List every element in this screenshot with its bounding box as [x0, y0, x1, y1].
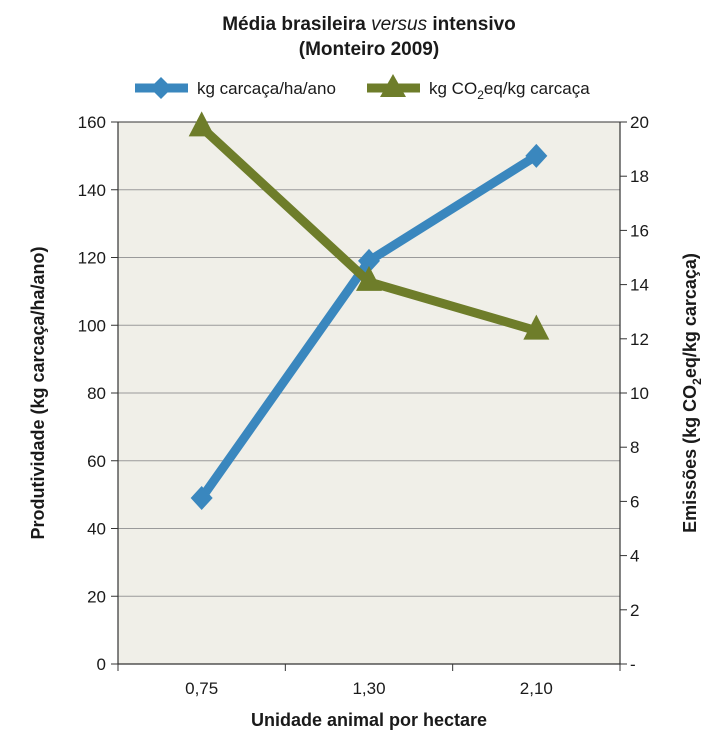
right-tick-label: 10	[630, 384, 649, 403]
right-tick-label: -	[630, 655, 636, 674]
chart-subtitle: (Monteiro 2009)	[299, 39, 439, 60]
data-point-emissions	[188, 111, 215, 137]
legend-label-emissions: kg CO2eq/kg carcaça	[429, 79, 590, 102]
right-tick-label: 6	[630, 492, 639, 511]
legend: kg carcaça/ha/ano kg CO2eq/kg carcaça	[135, 74, 590, 102]
data-point-emissions	[356, 265, 382, 291]
left-tick-label: 120	[78, 249, 106, 268]
x-tick-label: 1,30	[352, 679, 385, 698]
right-tick-label: 16	[630, 221, 649, 240]
legend-label-productivity: kg carcaça/ha/ano	[197, 79, 336, 98]
chart-title: Média brasileira versus intensivo	[222, 14, 516, 35]
left-axis: 0 20 40 60 80 100 120 140 160	[78, 113, 118, 674]
right-axis: - 2 4 6 8 10 12 14 16 18 20	[620, 113, 649, 674]
right-tick-label: 14	[630, 276, 649, 295]
right-axis-title: Emissões (kg CO2eq/kg carcaça)	[680, 253, 704, 533]
data-point-productivity	[358, 248, 380, 273]
left-tick-label: 140	[78, 181, 106, 200]
x-axis: 0,75 1,30 2,10	[117, 664, 621, 698]
legend-marker-productivity	[150, 77, 172, 99]
right-tick-label: 2	[630, 601, 639, 620]
legend-marker-emissions	[380, 74, 406, 97]
right-tick-label: 18	[630, 167, 649, 186]
left-tick-label: 0	[97, 655, 106, 674]
left-tick-label: 160	[78, 113, 106, 132]
data-point-productivity	[190, 486, 213, 511]
left-tick-label: 20	[87, 587, 106, 606]
right-tick-label: 4	[630, 547, 639, 566]
right-tick-label: 20	[630, 113, 649, 132]
data-point-emissions	[523, 314, 550, 340]
left-tick-label: 80	[87, 384, 106, 403]
left-tick-label: 40	[87, 520, 106, 539]
x-tick-label: 2,10	[520, 679, 553, 698]
x-tick-label: 0,75	[185, 679, 218, 698]
left-tick-label: 60	[87, 452, 106, 471]
left-tick-label: 100	[78, 316, 106, 335]
data-point-productivity	[525, 143, 548, 168]
right-tick-label: 8	[630, 438, 639, 457]
right-tick-label: 12	[630, 330, 649, 349]
left-axis-title: Produtividade (kg carcaça/ha/ano)	[28, 246, 48, 539]
series-layer	[188, 111, 550, 511]
x-axis-title: Unidade animal por hectare	[251, 710, 487, 730]
